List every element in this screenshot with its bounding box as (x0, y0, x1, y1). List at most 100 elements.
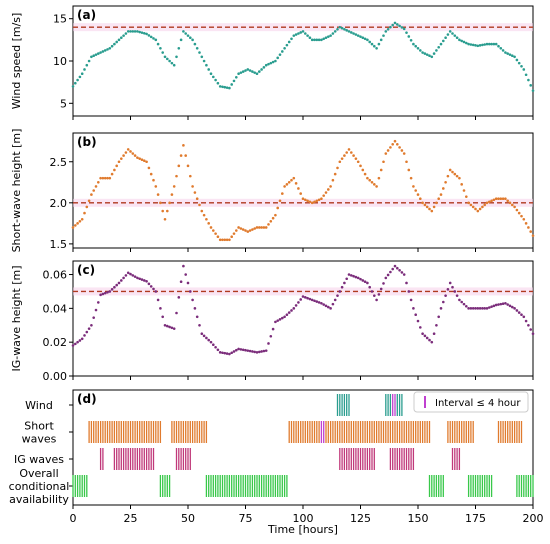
data-point (103, 291, 107, 295)
data-point (145, 160, 148, 164)
data-point (363, 37, 367, 41)
data-point (379, 168, 383, 172)
data-point (405, 31, 408, 34)
data-point (382, 282, 385, 285)
data-point (163, 55, 167, 59)
data-point (414, 189, 418, 192)
data-point (481, 205, 484, 209)
data-point (267, 223, 270, 226)
data-point (331, 302, 335, 306)
data-point (239, 227, 243, 230)
data-point (205, 336, 208, 340)
data-point (129, 150, 132, 153)
y-tick-label: 0.02 (43, 336, 68, 349)
data-point (285, 313, 289, 316)
data-point (251, 350, 254, 353)
data-point (398, 269, 401, 272)
data-point (74, 224, 77, 227)
data-point (329, 34, 332, 37)
data-point (154, 290, 158, 293)
data-point (407, 168, 411, 172)
data-point (195, 47, 199, 50)
data-point (276, 206, 280, 210)
data-point (179, 280, 183, 284)
data-point (253, 71, 256, 74)
data-point (122, 34, 125, 37)
data-point (455, 294, 459, 297)
data-point (239, 348, 243, 351)
data-point (172, 185, 176, 188)
data-point (469, 43, 473, 46)
data-point (414, 313, 418, 316)
data-point (412, 185, 415, 188)
data-point (508, 201, 512, 205)
data-point (350, 31, 353, 34)
data-point (444, 180, 447, 184)
data-point (483, 203, 487, 207)
panel-label: (c) (77, 263, 95, 277)
data-point (317, 38, 321, 42)
data-point (425, 205, 429, 209)
data-point (437, 197, 441, 201)
data-point (87, 199, 91, 203)
data-point (258, 70, 261, 73)
data-point (320, 197, 323, 201)
x-tick-label: 25 (124, 512, 138, 525)
data-point (373, 44, 376, 48)
data-point (391, 142, 395, 146)
data-point (391, 23, 395, 27)
y-tick-label: 2.5 (50, 156, 68, 169)
data-point (281, 316, 284, 320)
data-point (361, 279, 365, 282)
data-point (331, 32, 335, 35)
data-point (448, 281, 452, 285)
data-point (287, 40, 291, 44)
data-point (439, 193, 443, 196)
data-point (223, 351, 227, 355)
panel-label: (b) (77, 135, 97, 149)
x-tick-label: 0 (70, 512, 77, 525)
data-point (423, 52, 427, 55)
data-point (432, 205, 436, 209)
data-point (106, 48, 109, 51)
data-point (389, 146, 392, 149)
data-point (451, 285, 454, 289)
data-point (218, 85, 222, 88)
data-point (248, 349, 252, 353)
data-point (76, 78, 79, 82)
data-point (74, 342, 77, 346)
category-label: conditional (9, 480, 70, 493)
data-point (138, 157, 141, 160)
data-point (200, 55, 204, 59)
data-point (97, 52, 100, 55)
data-point (338, 160, 342, 164)
data-point (223, 238, 227, 242)
category-label: Overall (19, 467, 58, 480)
data-point (235, 229, 238, 232)
plot-frame (72, 260, 534, 377)
data-point (175, 311, 178, 315)
data-point (494, 303, 498, 307)
data-point (177, 47, 181, 50)
data-point (324, 36, 328, 40)
data-point (83, 211, 86, 215)
data-point (504, 197, 507, 201)
data-point (310, 38, 314, 42)
x-tick-label: 100 (293, 512, 314, 525)
data-point (106, 290, 109, 294)
data-point (191, 185, 194, 188)
data-point (474, 307, 477, 310)
data-point (287, 180, 291, 184)
data-point (501, 49, 505, 52)
category-label: Short (24, 420, 54, 433)
data-point (244, 348, 247, 352)
data-point (122, 154, 125, 157)
data-point (513, 55, 516, 59)
data-point (377, 176, 381, 180)
data-point (168, 201, 171, 205)
data-point (338, 25, 342, 29)
data-point (529, 328, 532, 331)
data-point (193, 42, 197, 46)
threshold-band (73, 23, 533, 32)
data-point (264, 349, 268, 352)
